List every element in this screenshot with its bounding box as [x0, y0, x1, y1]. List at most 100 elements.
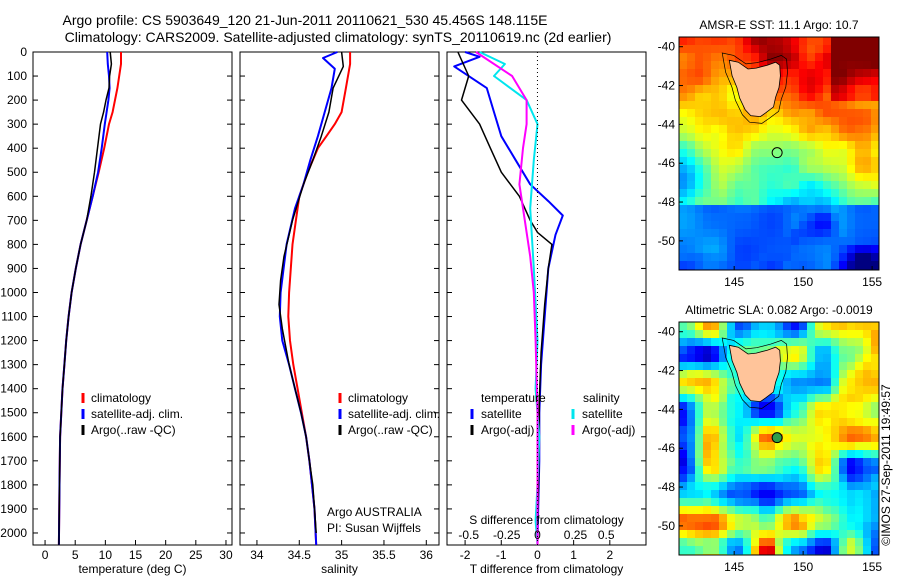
salinity-profile-panel: 34 34.5 35 35.5 36 salinity climatology satelli…: [239, 51, 440, 576]
x-tick-label: 10: [99, 548, 113, 562]
y-tick-label: -46: [658, 156, 676, 170]
series-line-2: [278, 51, 345, 534]
y-tick-label: 700: [7, 213, 27, 227]
series-line-2: [58, 51, 113, 546]
y-tick-label: 1500: [0, 406, 27, 420]
x-tick-label: 36: [420, 548, 434, 562]
map-frame: [678, 321, 880, 556]
x-tick-label: 35: [335, 548, 349, 562]
argo-station-marker: [771, 147, 783, 159]
y-tick-label: 600: [7, 189, 27, 203]
y-tick-label: -46: [658, 441, 676, 455]
legend-label: Argo(-adj): [582, 423, 635, 437]
plot-frame: [32, 51, 233, 546]
y-tick-label: 1200: [0, 334, 27, 348]
x-axis-label: T difference from climatology: [470, 562, 624, 576]
y-tick-label: 100: [7, 69, 27, 83]
y-tick-label: 1700: [0, 454, 27, 468]
map-title: Altimetric SLA: 0.082 Argo: -0.0019: [685, 303, 873, 317]
x-tick-label: 145: [724, 560, 744, 574]
y-tick-label: 500: [7, 165, 27, 179]
y-tick-label: 1400: [0, 382, 27, 396]
sla-map-panel: 145 150 155 -40 -42 -44 -46 -48 -50 Altimetric SL…: [658, 303, 883, 574]
y-tick-label: -48: [658, 195, 676, 209]
imos-watermark: ©IMOS 27-Sep-2011 19:49:57: [879, 384, 893, 546]
y-tick-label: -50: [658, 234, 676, 248]
y-tick-label: -42: [658, 79, 676, 93]
y-tick-label: 300: [7, 117, 27, 131]
x-tick-label: 0: [534, 548, 541, 562]
figure-title-line2: Climatology: CARS2009. Satellite-adjuste…: [65, 29, 612, 45]
legend-label: satellite-adj. clim.: [348, 407, 440, 421]
x-tick-label: 30: [219, 548, 233, 562]
legend-label: Argo(..raw -QC): [348, 423, 433, 437]
figure-title-line1: Argo profile: CS 5903649_120 21-Jun-2011…: [63, 12, 548, 28]
y-tick-label: -44: [658, 402, 676, 416]
y-tick-label: 1100: [1, 310, 27, 324]
x-tick-label: 1: [570, 548, 577, 562]
y-tick-label: 1800: [0, 478, 27, 492]
map-field: [679, 37, 879, 270]
y-tick-label: -40: [658, 40, 676, 54]
legend-label: Argo(..raw -QC): [91, 423, 176, 437]
x-axis-label: salinity: [321, 562, 358, 576]
y-tick-label: 400: [7, 141, 27, 155]
y-tick-label: 1300: [0, 358, 27, 372]
map-field: [679, 322, 879, 555]
tasmania-land: [728, 344, 781, 403]
legend-label: satellite-adj. clim.: [91, 407, 183, 421]
sst-map-panel: 145 150 155 -40 -42 -44 -46 -48 -50 AMSR-E SST: 1…: [658, 18, 883, 289]
y-tick-label: 1600: [0, 430, 27, 444]
x-tick-label: 25: [189, 548, 203, 562]
s-tick-label: 0.5: [598, 528, 615, 542]
legend-label: satellite: [481, 407, 522, 421]
x-tick-label: 2: [606, 548, 613, 562]
x-tick-label: 150: [793, 275, 813, 289]
legend-header: salinity: [583, 391, 620, 405]
x-axis-label-top: S difference from climatology: [469, 513, 624, 527]
map-frame: [678, 36, 880, 271]
x-tick-label: 155: [862, 275, 882, 289]
x-tick-label: 155: [862, 560, 882, 574]
difference-profile-panel: -2 -1 0 1 2T difference from climatology temp…: [446, 51, 647, 576]
annotation-line: Argo AUSTRALIA: [327, 505, 422, 519]
y-tick-label: 1000: [0, 285, 27, 299]
x-tick-label: -2: [460, 548, 471, 562]
legend-label: Argo(-adj): [481, 423, 534, 437]
x-tick-label: 15: [129, 548, 143, 562]
y-tick-label: 1900: [0, 502, 27, 516]
argo-station-marker: [771, 432, 783, 444]
y-tick-label: -48: [658, 480, 676, 494]
map-title: AMSR-E SST: 11.1 Argo: 10.7: [699, 18, 859, 32]
legend-label: climatology: [91, 391, 151, 405]
s-tick-label: 0.25: [564, 528, 588, 542]
tasmania-land: [728, 59, 781, 118]
y-tick-label: 200: [7, 93, 27, 107]
plot-frame: [239, 51, 440, 546]
x-tick-label: 35.5: [372, 548, 396, 562]
x-tick-label: 34: [250, 548, 264, 562]
x-tick-label: -1: [496, 548, 507, 562]
y-tick-label: -40: [658, 325, 676, 339]
temperature-profile-panel: 0 5 10 15 20 25 300100200300400500600700800900…: [0, 45, 233, 576]
y-tick-label: 900: [7, 261, 27, 275]
x-tick-label: 34.5: [288, 548, 312, 562]
y-tick-label: 0: [20, 45, 27, 59]
annotation-line: PI: Susan Wijffels: [327, 521, 421, 535]
s-tick-label: -0.5: [458, 528, 479, 542]
legend-label: climatology: [348, 391, 408, 405]
x-tick-label: 5: [72, 548, 79, 562]
x-tick-label: 20: [159, 548, 173, 562]
y-tick-label: -44: [658, 117, 676, 131]
y-tick-label: -50: [658, 519, 676, 533]
legend-label: satellite: [582, 407, 623, 421]
s-tick-label: 0: [534, 528, 541, 542]
x-tick-label: 145: [724, 275, 744, 289]
legend-header: temperature: [481, 391, 546, 405]
s-tick-label: -0.25: [493, 528, 521, 542]
shelf-contour: [721, 337, 788, 409]
x-tick-label: 0: [42, 548, 49, 562]
y-tick-label: 800: [7, 237, 27, 251]
series-line-3: [475, 51, 539, 545]
